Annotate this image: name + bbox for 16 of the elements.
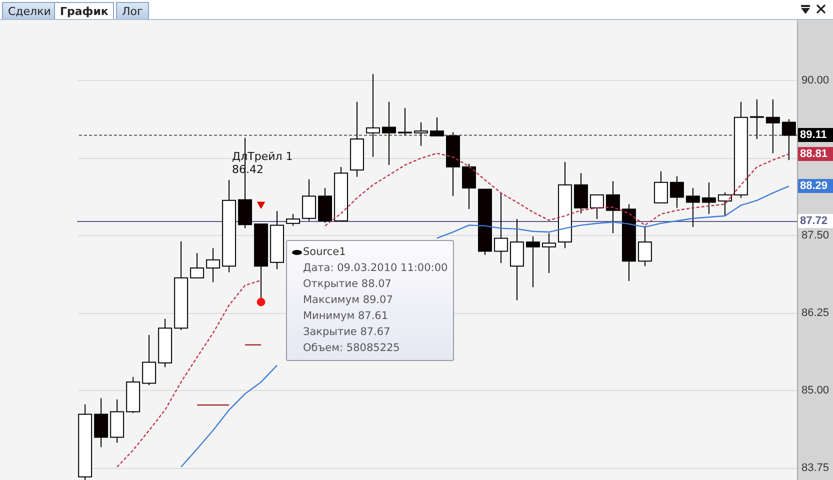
annotation: Максимум 89.07 (302, 293, 394, 308)
annotation: Source1 (302, 245, 347, 260)
y-tick-label: 87.50 (802, 230, 830, 242)
y-tick-label: 86.25 (802, 307, 830, 320)
annotation: 88.81 (798, 146, 833, 161)
annotation: Открытие 88.07 (302, 277, 392, 292)
annotation: Минимум 87.61 (302, 309, 390, 324)
ref-line-label: 89.11 (798, 128, 833, 142)
annotation: Дата: 09.03.2010 11:00:00 (302, 261, 448, 276)
y-tick-label: 90.00 (802, 74, 830, 87)
annotation: Объем: 58085225 (302, 341, 401, 356)
y-tick-label: 85.00 (802, 384, 830, 397)
annotation: 88.29 (798, 179, 833, 194)
ref-line-label: 87.72 (798, 214, 833, 228)
y-tick-label: 83.75 (802, 462, 830, 474)
annotation: Закрытие 87.67 (302, 325, 392, 340)
